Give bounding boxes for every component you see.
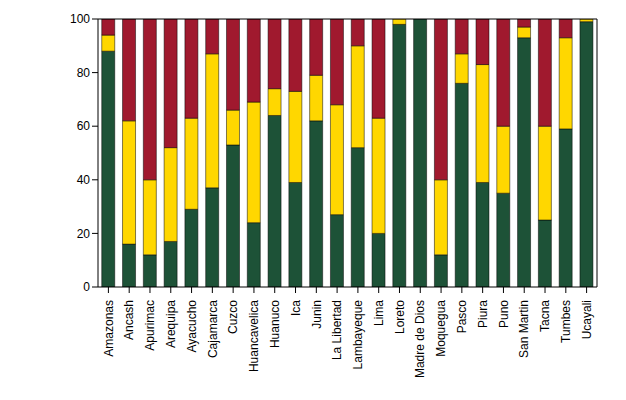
- svg-text:Cajamarca: Cajamarca: [206, 300, 220, 358]
- svg-text:Moquegua: Moquegua: [434, 300, 448, 357]
- svg-text:Puno: Puno: [497, 300, 511, 328]
- svg-text:Huanuco: Huanuco: [268, 300, 282, 348]
- svg-text:Loreto: Loreto: [393, 300, 407, 334]
- svg-text:Ayacucho: Ayacucho: [185, 300, 199, 353]
- svg-text:La Libertad: La Libertad: [330, 300, 344, 360]
- svg-text:Ica: Ica: [289, 300, 303, 316]
- svg-text:60: 60: [77, 119, 91, 133]
- svg-text:San Martin: San Martin: [517, 300, 531, 358]
- svg-text:Arequipa: Arequipa: [164, 300, 178, 348]
- svg-text:Cuzco: Cuzco: [226, 300, 240, 334]
- svg-text:Huancavelica: Huancavelica: [247, 300, 261, 372]
- svg-text:0: 0: [83, 280, 90, 294]
- svg-text:Lima: Lima: [372, 300, 386, 326]
- svg-text:Ancash: Ancash: [122, 300, 136, 340]
- svg-text:Apurimac: Apurimac: [143, 300, 157, 351]
- svg-text:Junin: Junin: [310, 300, 324, 329]
- svg-text:80: 80: [77, 66, 91, 80]
- svg-text:Madre de Dios: Madre de Dios: [413, 300, 427, 378]
- svg-text:Ucayali: Ucayali: [580, 300, 594, 339]
- svg-text:Amazonas: Amazonas: [102, 300, 116, 357]
- svg-text:Piura: Piura: [476, 300, 490, 328]
- svg-text:40: 40: [77, 173, 91, 187]
- svg-text:Pasco: Pasco: [455, 300, 469, 334]
- svg-text:20: 20: [77, 227, 91, 241]
- svg-text:Tacna: Tacna: [538, 300, 552, 332]
- svg-text:Tumbes: Tumbes: [559, 300, 573, 343]
- svg-text:Lambayeque: Lambayeque: [351, 300, 365, 370]
- svg-text:100: 100: [70, 12, 90, 26]
